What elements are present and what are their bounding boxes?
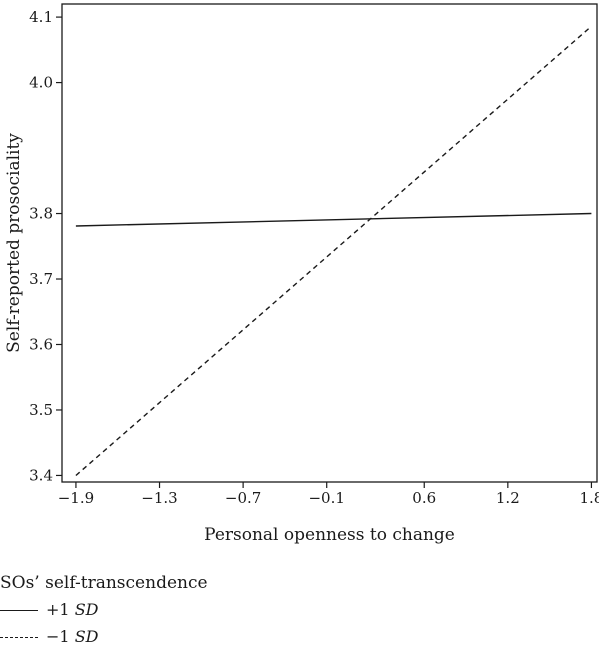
y-tick-label: 4.0 bbox=[29, 74, 53, 92]
y-axis-title: Self-reported prosociality bbox=[4, 133, 24, 353]
x-tick-label: −0.1 bbox=[308, 489, 344, 507]
y-tick-label: 3.7 bbox=[29, 270, 53, 288]
legend-label-minus-1-sd: −1 SD bbox=[46, 627, 99, 646]
legend-title: SOs’ self-transcendence bbox=[0, 573, 208, 593]
series-line-minus-1-sd bbox=[75, 25, 592, 477]
x-tick-label: 1.2 bbox=[496, 489, 520, 507]
legend-item-minus-1-sd: −1 SD bbox=[0, 627, 300, 647]
x-tick-label: −0.7 bbox=[225, 489, 261, 507]
x-tick-label: −1.3 bbox=[141, 489, 177, 507]
x-axis-title: Personal openness to change bbox=[204, 525, 455, 545]
y-tick-label: 4.1 bbox=[29, 8, 53, 26]
y-tick-label: 3.8 bbox=[29, 205, 53, 223]
y-tick-label: 3.6 bbox=[29, 335, 53, 353]
legend-swatch-solid bbox=[0, 610, 38, 611]
y-tick-label: 3.4 bbox=[29, 466, 53, 484]
x-tick-label: 1.8 bbox=[579, 489, 599, 507]
plot-frame bbox=[61, 3, 598, 483]
interaction-line-chart: −1.9 −1.3 −0.7 −0.1 0.6 1.2 1.8 3.4 3.5 3.6 3.7 3.… bbox=[4, 3, 599, 545]
legend-label-plus-1-sd: +1 SD bbox=[46, 600, 99, 619]
series-line-plus-1-sd bbox=[75, 212, 592, 227]
x-tick-label: 0.6 bbox=[412, 489, 436, 507]
legend-item-plus-1-sd: +1 SD bbox=[0, 600, 300, 620]
legend-swatch-dashed bbox=[0, 637, 38, 638]
y-tick-label: 3.5 bbox=[29, 401, 53, 419]
x-tick-label: −1.9 bbox=[58, 489, 94, 507]
